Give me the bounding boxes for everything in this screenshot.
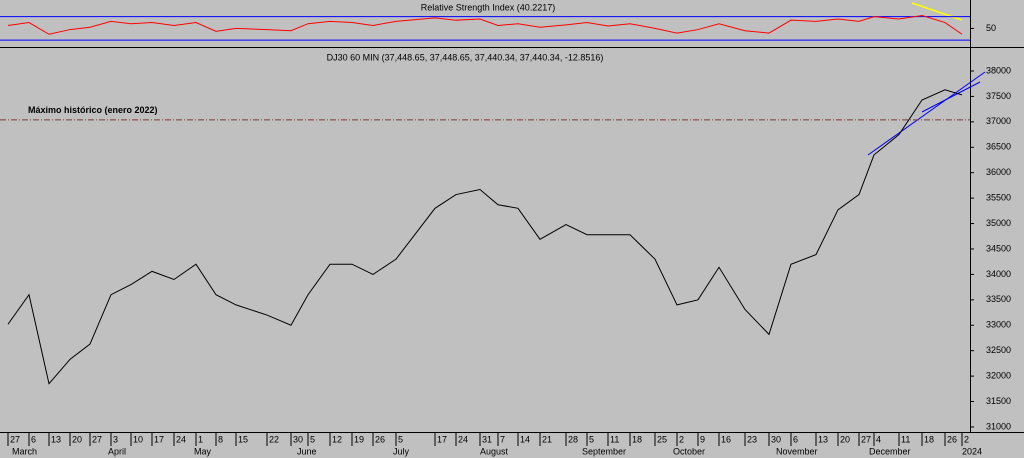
x-tick-label: 12 [332, 434, 342, 444]
x-tick-label: 4 [876, 434, 881, 444]
x-tick-label: 5 [589, 434, 594, 444]
month-label: July [393, 446, 410, 456]
x-tick-label: 1 [198, 434, 203, 444]
x-tick-label: 14 [520, 434, 530, 444]
x-tick-label: 6 [31, 434, 36, 444]
month-label: April [108, 446, 126, 456]
x-tick-label: 20 [840, 434, 850, 444]
x-tick-label: 5 [310, 434, 315, 444]
trendline [867, 71, 986, 156]
month-label: June [297, 446, 317, 456]
month-label: October [673, 446, 705, 456]
x-tick-label: 26 [375, 434, 385, 444]
y-tick-label: 33500 [986, 294, 1011, 304]
month-label: August [480, 446, 509, 456]
x-tick-label: 20 [72, 434, 82, 444]
x-tick-label: 26 [947, 434, 957, 444]
x-tick-label: 3 [113, 434, 118, 444]
x-tick-label: 11 [901, 434, 910, 444]
month-label: December [869, 446, 911, 456]
x-tick-label: 17 [437, 434, 447, 444]
x-tick-label: 2 [679, 434, 684, 444]
data-line [7, 89, 963, 385]
data-line [7, 14, 963, 35]
month-label: 2024 [962, 446, 982, 456]
x-tick-label: 13 [818, 434, 828, 444]
y-tick-label: 34000 [986, 269, 1011, 279]
x-tick-label: 17 [154, 434, 164, 444]
x-tick-label: 2 [964, 434, 969, 444]
y-tick-label: 37500 [986, 91, 1011, 101]
y-tick-label: 37000 [986, 116, 1011, 126]
x-tick-label: 30 [293, 434, 303, 444]
x-tick-label: 7 [500, 434, 505, 444]
x-tick-label: 24 [458, 434, 468, 444]
x-tick-label: 23 [747, 434, 757, 444]
month-label: November [776, 446, 818, 456]
x-tick-label: 21 [542, 434, 552, 444]
y-tick-label: 35000 [986, 218, 1011, 228]
annotation-label: Máximo histórico (enero 2022) [28, 105, 158, 115]
y-tick-label: 32500 [986, 345, 1011, 355]
y-tick-label: 38000 [986, 65, 1011, 75]
x-tick-label: 8 [218, 434, 223, 444]
x-tick-label: 25 [657, 434, 667, 444]
x-tick-label: 27 [92, 434, 102, 444]
y-tick-label: 32000 [986, 370, 1011, 380]
x-tick-label: 24 [176, 434, 186, 444]
x-tick-label: 11 [610, 434, 619, 444]
x-tick-label: 15 [238, 434, 248, 444]
month-label: March [12, 446, 37, 456]
x-tick-label: 22 [269, 434, 279, 444]
x-tick-label: 13 [51, 434, 61, 444]
month-label: September [582, 446, 626, 456]
x-tick-label: 9 [700, 434, 705, 444]
x-tick-label: 6 [793, 434, 798, 444]
month-label: May [194, 446, 212, 456]
x-tick-label: 31 [482, 434, 492, 444]
rsi-title: Relative Strength Index (40.2217) [421, 2, 556, 12]
x-tick-label: 30 [771, 434, 781, 444]
x-tick-label: 16 [721, 434, 731, 444]
x-tick-label: 5 [398, 434, 403, 444]
x-tick-label: 10 [133, 434, 143, 444]
y-tick-label: 36000 [986, 167, 1011, 177]
x-tick-label: 19 [354, 434, 364, 444]
y-tick-label: 35500 [986, 192, 1011, 202]
x-tick-label: 28 [568, 434, 578, 444]
price-title: DJ30 60 MIN (37,448.65, 37,448.65, 37,44… [327, 52, 604, 62]
trendline [921, 81, 981, 113]
y-tick-label: 31500 [986, 396, 1011, 406]
y-tick-label: 36500 [986, 142, 1011, 152]
x-tick-label: 27 [10, 434, 20, 444]
y-tick-label: 31000 [986, 421, 1011, 431]
y-tick-label: 50 [986, 23, 996, 33]
x-tick-label: 18 [924, 434, 934, 444]
y-tick-label: 34500 [986, 243, 1011, 253]
x-tick-label: 18 [632, 434, 642, 444]
y-tick-label: 33000 [986, 320, 1011, 330]
x-tick-label: 27 [861, 434, 871, 444]
